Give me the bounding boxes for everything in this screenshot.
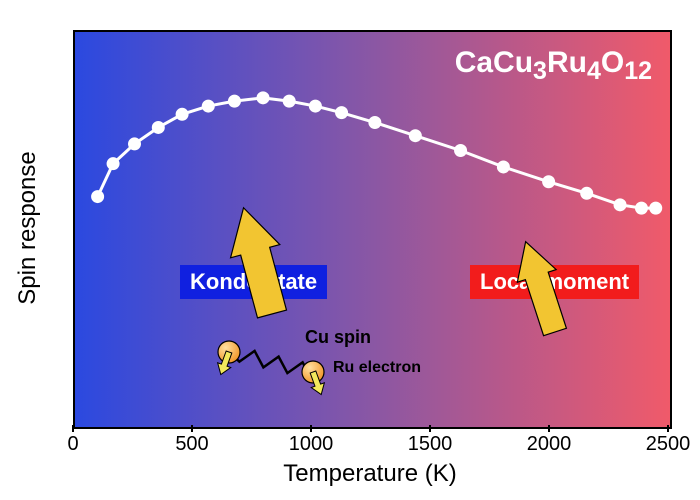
- schematic-arrows: [219, 201, 575, 338]
- series-marker: [309, 100, 321, 112]
- chart-svg-overlay: [75, 32, 670, 427]
- series-marker: [107, 158, 119, 170]
- y-axis-label: Spin response: [14, 151, 42, 304]
- series-marker: [152, 121, 164, 133]
- x-tick-label: 500: [175, 433, 208, 456]
- series-marker: [497, 161, 509, 173]
- x-tick-mark: [191, 425, 193, 432]
- x-tick-mark: [429, 425, 431, 432]
- series-marker: [129, 138, 141, 150]
- series-marker: [409, 130, 421, 142]
- x-tick-label: 1000: [289, 433, 334, 456]
- x-tick-label: 0: [67, 433, 78, 456]
- x-tick-mark: [310, 425, 312, 432]
- series-marker: [614, 199, 626, 211]
- series-marker: [257, 92, 269, 104]
- series-marker: [92, 191, 104, 203]
- series-marker: [455, 145, 467, 157]
- chart-container: Spin response CaCu3Ru4O12 Kondo state Lo…: [0, 0, 700, 500]
- x-tick-mark: [548, 425, 550, 432]
- series-marker: [202, 100, 214, 112]
- spin-diagram: [214, 341, 328, 397]
- x-tick-mark: [667, 425, 669, 432]
- series-marker: [228, 95, 240, 107]
- series-marker: [635, 202, 647, 214]
- series-marker: [283, 95, 295, 107]
- series-marker: [581, 187, 593, 199]
- series-marker: [336, 107, 348, 119]
- series-marker: [369, 117, 381, 129]
- x-tick-label: 1500: [408, 433, 453, 456]
- plot-area: CaCu3Ru4O12 Kondo state Local moment Cu …: [73, 30, 672, 429]
- series-marker: [176, 108, 188, 120]
- series-marker: [543, 176, 555, 188]
- x-tick-label: 2000: [527, 433, 572, 456]
- x-axis-label: Temperature (K): [283, 460, 456, 488]
- series-marker: [650, 202, 662, 214]
- x-tick-mark: [72, 425, 74, 432]
- x-tick-label: 2500: [646, 433, 691, 456]
